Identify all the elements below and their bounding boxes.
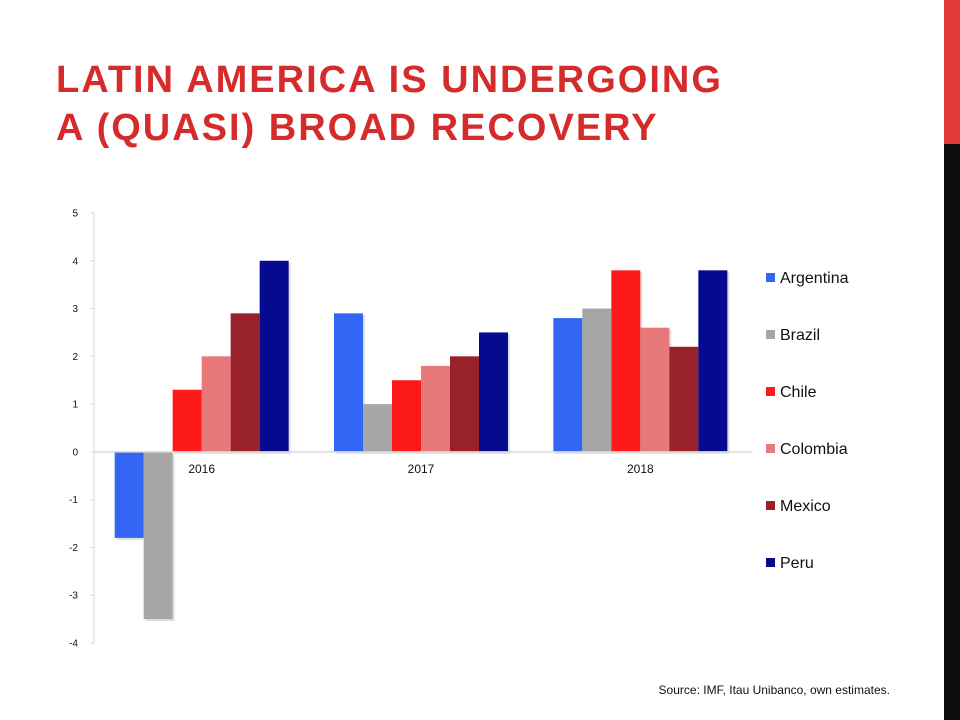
y-tick-label: -2 <box>69 543 78 554</box>
legend-label-argentina: Argentina <box>780 270 849 287</box>
slide-title: LATIN AMERICA IS UNDERGOING A (QUASI) BR… <box>56 56 916 152</box>
legend-swatch-mexico <box>766 501 775 510</box>
y-tick-label: 5 <box>72 209 78 220</box>
y-tick-label: 4 <box>72 256 78 267</box>
legend-swatch-chile <box>766 387 775 396</box>
bar-colombia-2017 <box>421 365 450 452</box>
bar-argentina-2018 <box>553 318 583 452</box>
legend-label-colombia: Colombia <box>780 441 848 458</box>
bar-brazil-2017 <box>363 404 392 452</box>
y-tick-label: -3 <box>69 591 78 602</box>
accent-bar-black <box>944 144 960 720</box>
legend-label-peru: Peru <box>780 555 814 572</box>
legend-swatch-brazil <box>766 330 775 339</box>
y-tick-label: -4 <box>69 639 78 650</box>
legend-label-brazil: Brazil <box>780 327 820 344</box>
source-note: Source: IMF, Itau Unibanco, own estimate… <box>658 683 890 697</box>
legend-swatch-peru <box>766 558 775 567</box>
bar-peru-2016 <box>259 260 289 452</box>
x-tick-label: 2016 <box>188 462 215 476</box>
y-tick-label: 3 <box>72 304 78 315</box>
legend-label-chile: Chile <box>780 384 817 401</box>
bar-mexico-2017 <box>450 356 479 452</box>
bar-argentina-2017 <box>334 313 363 452</box>
x-tick-label: 2017 <box>408 462 435 476</box>
accent-bar-red <box>944 0 960 144</box>
slide-title-line-1: LATIN AMERICA IS UNDERGOING <box>56 59 723 101</box>
y-tick-label: -1 <box>69 495 78 506</box>
slide-title-line-2: A (QUASI) BROAD RECOVERY <box>56 107 659 149</box>
x-tick-label: 2018 <box>627 462 654 476</box>
bar-brazil-2018 <box>582 308 612 452</box>
bar-peru-2017 <box>479 332 508 452</box>
legend-swatch-colombia <box>766 444 775 453</box>
bar-chile-2016 <box>172 389 202 452</box>
bar-chart: 5 4 3 2 1 0 -1 -2 -3 -4 2016 2017 2018 Argentina Brazi… <box>69 209 849 650</box>
bar-mexico-2018 <box>669 346 699 452</box>
bar-colombia-2018 <box>640 327 670 452</box>
bar-colombia-2016 <box>201 356 231 452</box>
bar-peru-2018 <box>698 270 728 452</box>
y-tick-label: 2 <box>72 352 78 363</box>
legend-label-mexico: Mexico <box>780 498 831 515</box>
bar-argentina-2016 <box>114 451 144 538</box>
legend-swatch-argentina <box>766 273 775 282</box>
y-tick-label: 1 <box>72 400 78 411</box>
bar-mexico-2016 <box>230 313 260 452</box>
bar-chile-2017 <box>392 380 421 452</box>
bar-chile-2018 <box>611 270 641 452</box>
y-tick-label: 0 <box>72 447 78 458</box>
bar-brazil-2016 <box>143 451 173 620</box>
